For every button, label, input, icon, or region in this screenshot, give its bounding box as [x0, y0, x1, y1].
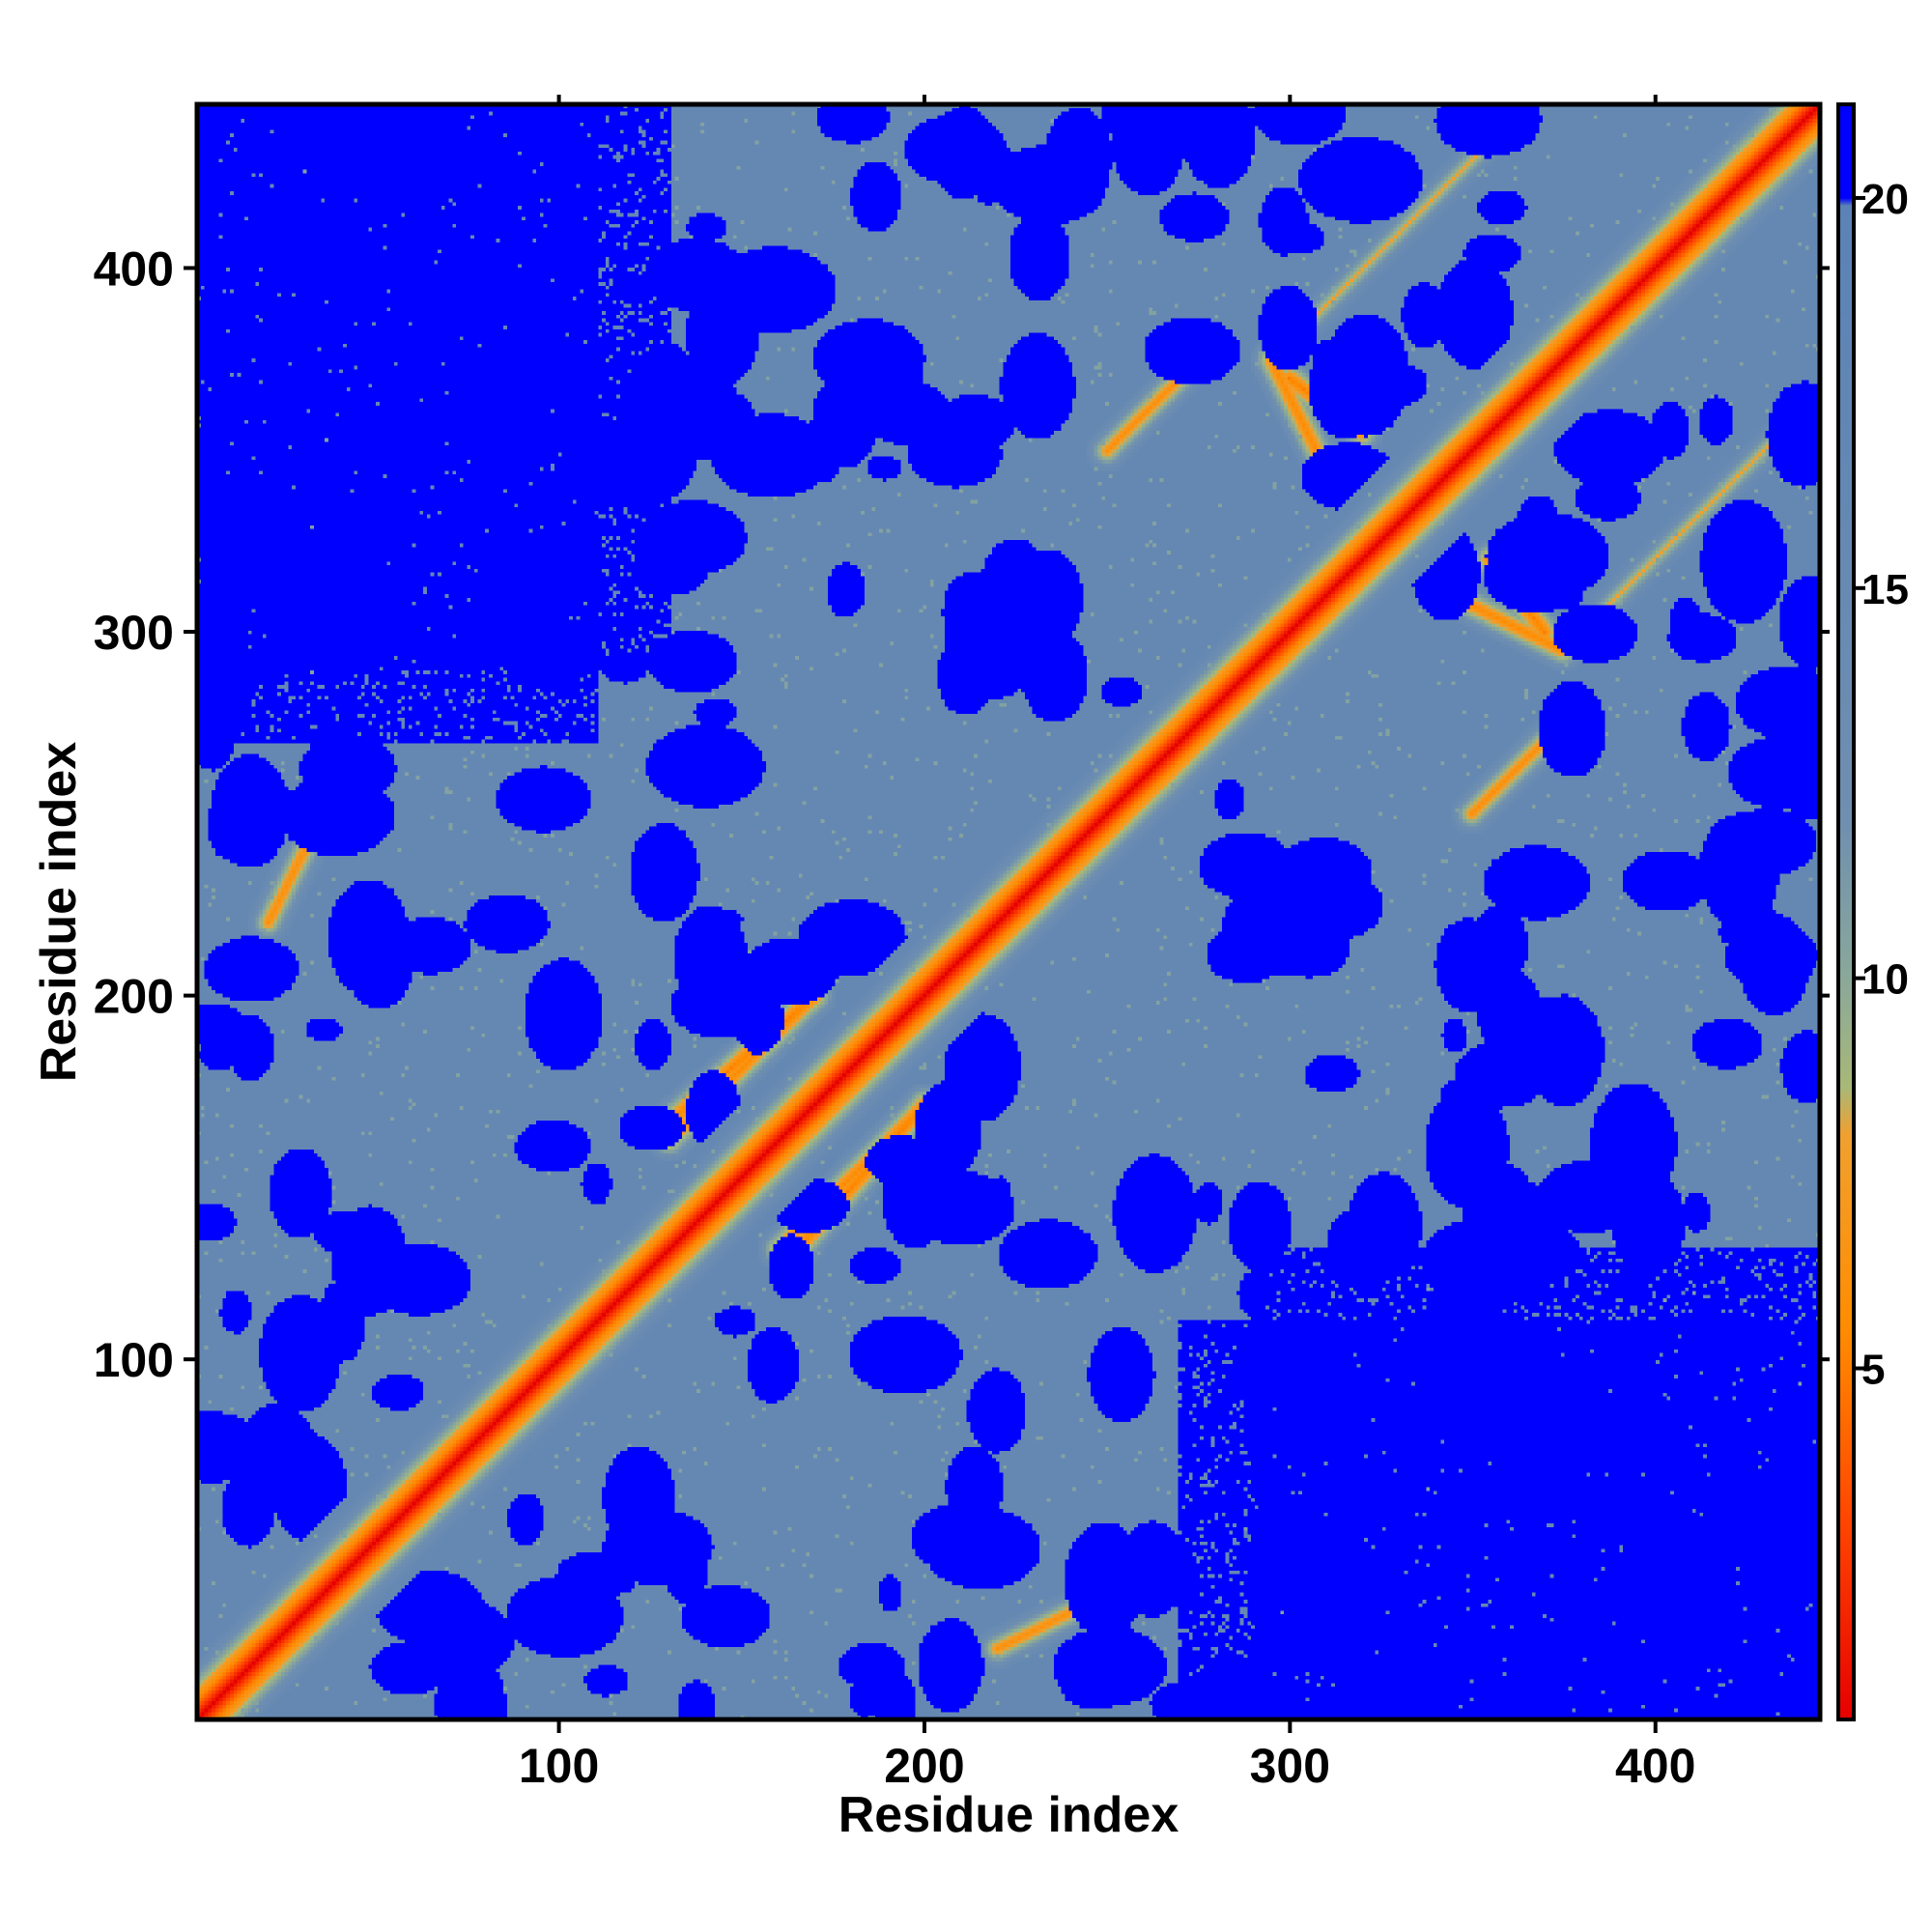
x-axis: 100 200 300 400	[519, 95, 1695, 1793]
x-tick-label: 400	[1615, 1739, 1695, 1793]
colorbar-tick-label: 20	[1861, 176, 1909, 223]
y-tick-label: 100	[94, 1333, 174, 1387]
x-tick-label: 200	[884, 1739, 964, 1793]
colorbar: 5 10 15 20	[1836, 102, 1909, 1721]
colorbar-tick-label: 10	[1861, 956, 1909, 1004]
colorbar-tick-label: 15	[1861, 566, 1909, 613]
plot-frame	[194, 101, 1823, 1722]
heatmap-area	[197, 104, 1820, 1719]
x-tick-label: 100	[519, 1739, 599, 1793]
y-tick-label: 300	[94, 606, 174, 660]
colorbar-tick-label: 5	[1861, 1347, 1885, 1394]
heatmap-image	[197, 104, 1820, 1719]
y-axis: 100 200 300 400	[94, 242, 1830, 1387]
y-axis-title: Residue index	[31, 742, 87, 1083]
colorbar-ticks: 5 10 15 20	[1854, 176, 1909, 1394]
x-tick-label: 300	[1250, 1739, 1330, 1793]
x-axis-title: Residue index	[838, 1787, 1179, 1843]
y-tick-label: 400	[94, 242, 174, 296]
colorbar-gradient	[1836, 102, 1856, 1721]
y-tick-label: 200	[94, 970, 174, 1024]
